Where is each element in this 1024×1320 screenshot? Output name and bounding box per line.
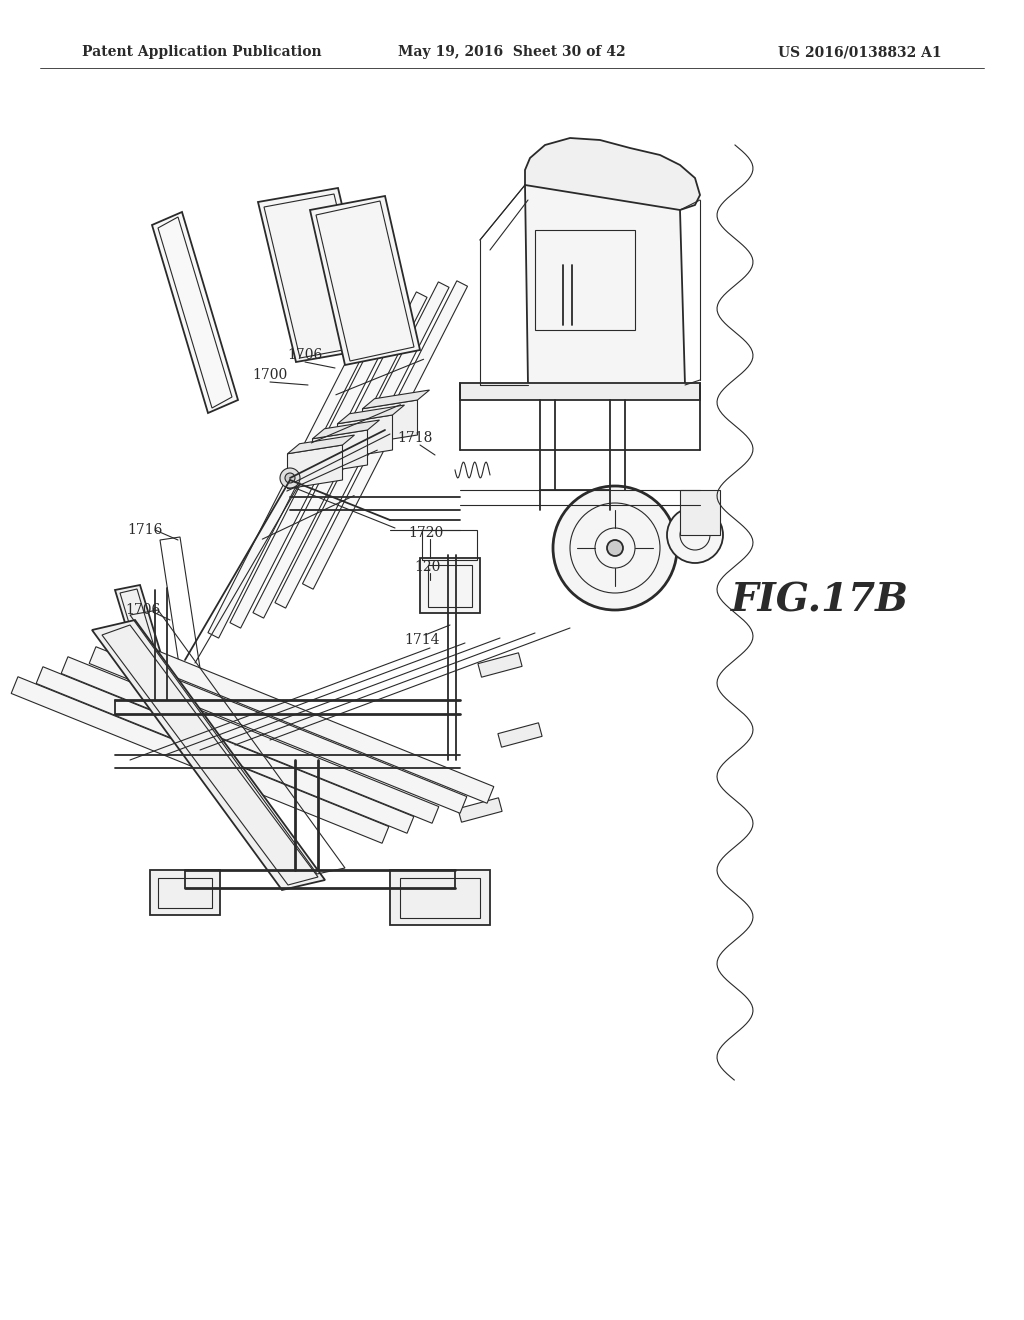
Polygon shape — [92, 620, 325, 890]
Text: 1716: 1716 — [127, 523, 163, 537]
Text: May 19, 2016  Sheet 30 of 42: May 19, 2016 Sheet 30 of 42 — [398, 45, 626, 59]
Polygon shape — [498, 723, 542, 747]
Text: 1706: 1706 — [125, 603, 161, 616]
Polygon shape — [302, 281, 468, 589]
Polygon shape — [338, 405, 404, 424]
Text: 120: 120 — [414, 560, 440, 574]
Polygon shape — [208, 312, 382, 638]
Polygon shape — [312, 430, 368, 474]
Polygon shape — [89, 647, 467, 813]
Polygon shape — [310, 195, 420, 366]
Text: 1700: 1700 — [252, 368, 288, 381]
Polygon shape — [152, 213, 238, 413]
Polygon shape — [115, 585, 175, 705]
Polygon shape — [230, 302, 404, 628]
Circle shape — [607, 540, 623, 556]
Polygon shape — [258, 187, 376, 362]
Polygon shape — [478, 653, 522, 677]
Circle shape — [667, 507, 723, 564]
Polygon shape — [11, 677, 389, 843]
Polygon shape — [288, 445, 342, 488]
Text: 1714: 1714 — [404, 634, 439, 647]
Bar — [422, 531, 477, 560]
Bar — [390, 870, 490, 925]
Text: 1706: 1706 — [288, 348, 323, 362]
Polygon shape — [253, 292, 427, 618]
Bar — [680, 490, 720, 535]
Polygon shape — [458, 797, 502, 822]
Polygon shape — [525, 185, 685, 385]
Polygon shape — [312, 420, 380, 438]
Polygon shape — [61, 657, 439, 824]
Text: 1718: 1718 — [397, 432, 433, 445]
Bar — [420, 558, 480, 612]
Circle shape — [553, 486, 677, 610]
Bar — [400, 878, 480, 917]
Bar — [150, 870, 220, 915]
Polygon shape — [362, 389, 429, 409]
Polygon shape — [525, 139, 700, 235]
Polygon shape — [288, 436, 354, 454]
Circle shape — [280, 469, 300, 488]
Bar — [428, 565, 472, 607]
Polygon shape — [338, 414, 392, 459]
Polygon shape — [362, 400, 418, 444]
Polygon shape — [460, 383, 700, 400]
Bar — [158, 878, 212, 908]
Polygon shape — [274, 282, 450, 609]
Circle shape — [285, 473, 295, 483]
Text: FIG.17B: FIG.17B — [731, 581, 909, 619]
Text: Patent Application Publication: Patent Application Publication — [82, 45, 322, 59]
Bar — [535, 230, 635, 330]
Text: 1720: 1720 — [409, 525, 443, 540]
Polygon shape — [36, 667, 414, 833]
Polygon shape — [116, 636, 494, 804]
Text: US 2016/0138832 A1: US 2016/0138832 A1 — [778, 45, 942, 59]
